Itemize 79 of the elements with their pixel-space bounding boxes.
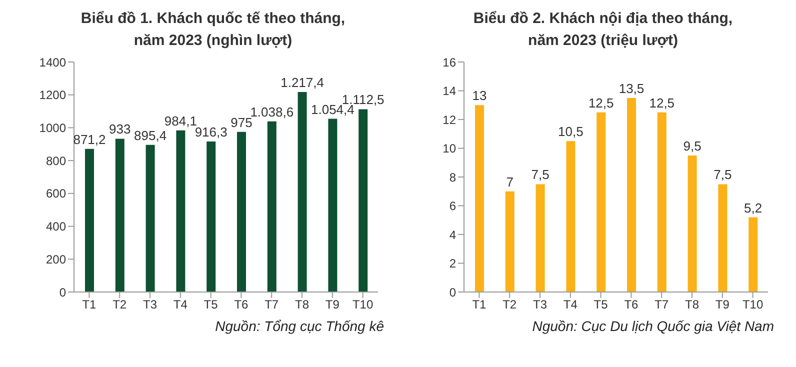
x-tick-label: T7 [264,298,279,312]
data-label: 984,1 [164,113,197,128]
bar [627,98,636,292]
x-tick-label: T7 [654,298,669,312]
x-tick-label: T8 [684,298,700,312]
y-tick-label: 8 [449,170,456,184]
bar [176,130,186,292]
bar [298,92,307,292]
y-tick-label: 800 [46,154,66,168]
data-label: 1.217,4 [280,75,324,90]
bar [596,112,606,292]
x-tick-label: T9 [715,298,730,312]
data-label: 895,4 [134,128,167,143]
bar [267,121,276,292]
y-tick-label: 2 [449,256,456,271]
bar [206,141,216,292]
data-label: 13 [472,88,487,104]
x-tick-label: T4 [563,298,578,312]
data-label: 7 [506,174,514,190]
data-label: 13,5 [618,80,644,96]
bar [688,155,697,292]
x-tick-label: T4 [173,298,188,312]
y-tick-label: 1200 [39,88,66,102]
y-tick-label: 600 [46,186,66,201]
y-tick-label: 6 [449,199,456,214]
data-label: 7,5 [531,167,550,182]
bar [748,217,758,292]
bar [146,144,155,292]
bar [85,148,94,292]
y-tick-label: 16 [442,55,456,70]
data-label: 916,3 [194,124,228,140]
chart-title: Biểu đồ 1. Khách quốc tế theo tháng, năm 2023 (nghìn lượt) [80,9,346,51]
x-tick-label: T2 [112,298,127,312]
bar [718,184,728,292]
y-tick-label: 14 [442,84,456,98]
y-tick-label: 4 [449,228,456,242]
y-tick-label: 1000 [39,120,66,135]
text: Nguồn: Tổng cục Thống kê [214,318,385,334]
data-label: 12,5 [649,95,675,110]
bar [328,118,338,292]
text: Nguồn: Cục Du lịch Quốc gia Việt Nam [531,318,775,334]
y-tick-label: 0 [59,285,66,300]
bar [358,109,368,292]
data-label: 10,5 [558,124,584,140]
x-tick-label: T6 [624,298,639,312]
x-tick-label: T9 [325,298,340,312]
data-label: 1.038,6 [250,104,294,120]
data-label: 9,5 [683,138,702,154]
bar [237,132,246,292]
data-label: 871,2 [73,132,106,147]
x-tick-label: T10 [742,298,764,312]
bar [475,105,484,292]
x-tick-label: T5 [594,298,608,312]
data-label: 7,5 [714,167,732,182]
x-tick-label: T1 [472,298,487,312]
bar [115,138,124,292]
x-tick-label: T8 [294,298,310,312]
bar [536,184,545,292]
data-label: 933 [109,122,131,137]
y-tick-label: 10 [442,142,456,156]
bar [566,141,576,292]
x-tick-label: T2 [502,298,517,312]
x-tick-label: T6 [234,298,249,312]
x-tick-label: T5 [204,298,218,312]
x-tick-label: T3 [532,298,548,312]
bar [657,112,666,292]
bar [505,191,514,292]
x-tick-label: T1 [82,298,97,312]
data-label: 975 [230,114,252,130]
y-tick-label: 0 [449,285,456,300]
chart-title: Biểu đồ 2. Khách nội địa theo tháng, năm 2023 (triệu lượt) [472,9,734,51]
y-tick-label: 400 [46,220,66,234]
data-label: 5,2 [744,200,762,216]
x-tick-label: T10 [352,298,374,312]
y-tick-label: 12 [442,112,456,127]
y-tick-label: 1400 [39,55,66,70]
data-label: 12,5 [588,95,614,110]
x-tick-label: T3 [142,298,158,312]
y-tick-label: 200 [46,252,66,266]
